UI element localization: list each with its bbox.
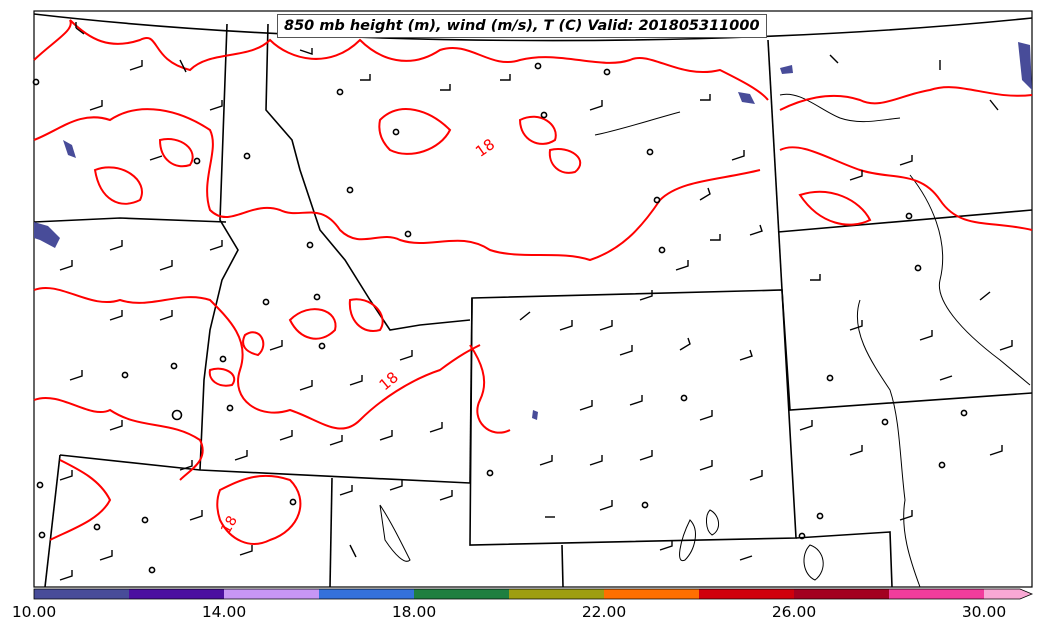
colorbar-bin [699, 589, 794, 599]
colorbar-bin [129, 589, 224, 599]
wind-barbs [59, 22, 1013, 581]
colorbar-bin [794, 589, 889, 599]
colorbar-label-5: 26.00 [771, 603, 817, 621]
state-boundaries [33, 13, 1033, 588]
colorbar [33, 588, 1034, 600]
colorbar-label-2: 14.00 [201, 603, 247, 621]
colorbar-bin [414, 589, 509, 599]
colorbar-bin [984, 589, 1032, 599]
colorbar-label-1: 10.00 [11, 603, 57, 621]
temperature-label-3: 18 [218, 513, 241, 536]
colorbar-label-6: 30.00 [961, 603, 1007, 621]
shaded-regions [34, 42, 1032, 420]
colorbar-bin [604, 589, 699, 599]
colorbar-bin [889, 589, 984, 599]
colorbar-outline [33, 588, 1034, 600]
temperature-contours [33, 19, 1033, 545]
colorbar-bin [224, 589, 319, 599]
colorbar-label-4: 22.00 [581, 603, 627, 621]
map-title: 850 mb height (m), wind (m/s), T (C) Val… [277, 14, 767, 38]
station-circles [32, 62, 968, 574]
colorbar-bin [34, 589, 129, 599]
map-plot-area [33, 10, 1033, 588]
colorbar-bin [509, 589, 604, 599]
colorbar-bin [319, 589, 414, 599]
rivers-lakes [379, 93, 1031, 588]
colorbar-label-3: 18.00 [391, 603, 437, 621]
